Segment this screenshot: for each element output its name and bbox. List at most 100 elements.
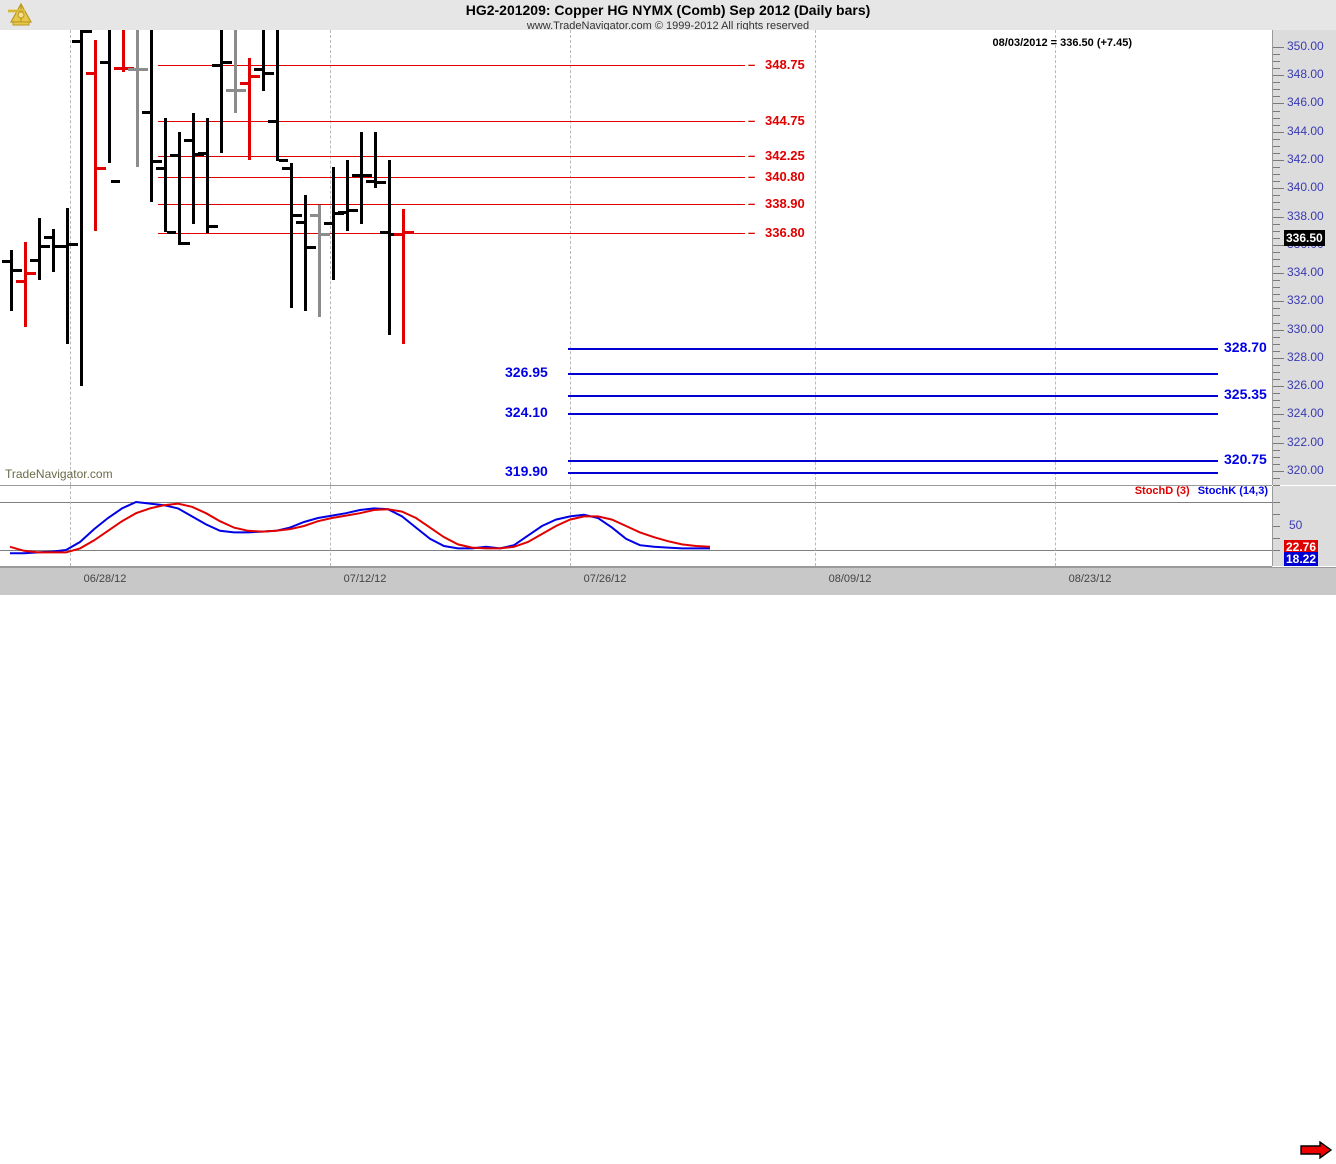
open-tick bbox=[170, 154, 179, 158]
price-axis-minor-tick bbox=[1273, 174, 1280, 176]
price-axis-label: 338.00 bbox=[1287, 208, 1324, 223]
price-axis-minor-tick bbox=[1273, 343, 1280, 345]
price-axis-tick bbox=[1273, 442, 1284, 444]
support-label: 325.35 bbox=[1224, 386, 1267, 403]
price-axis-minor-tick bbox=[1273, 202, 1280, 204]
chart-header: HG2-201209: Copper HG NYMX (Comb) Sep 20… bbox=[0, 0, 1336, 32]
stochastic-legend: StochD (3) StochK (14,3) bbox=[1135, 485, 1268, 497]
legend-stochk-label: StochK (14,3) bbox=[1197, 485, 1268, 497]
support-line[interactable] bbox=[568, 412, 1218, 415]
close-tick bbox=[111, 179, 120, 183]
stochastic-axis[interactable]: 50 22.76 18.22 bbox=[1272, 486, 1336, 566]
close-tick bbox=[251, 75, 260, 79]
price-axis-minor-tick bbox=[1273, 237, 1280, 239]
stochd-value-badge: 22.76 bbox=[1284, 539, 1319, 554]
price-axis-minor-tick bbox=[1273, 280, 1280, 282]
price-bar bbox=[122, 30, 125, 73]
date-axis[interactable]: 06/28/12 07/12/12 07/26/12 08/09/12 08/23/12 bbox=[0, 567, 1336, 1160]
price-bar bbox=[164, 117, 167, 233]
price-axis[interactable]: 350.00 348.00 346.00 344.00 342.00 340.00 338.… bbox=[1272, 30, 1336, 486]
price-axis-minor-tick bbox=[1273, 251, 1280, 253]
open-tick bbox=[296, 220, 305, 224]
price-bar bbox=[402, 209, 405, 344]
watermark-label: TradeNavigator.com bbox=[5, 467, 113, 481]
stochastic-axis-minor-tick bbox=[1273, 538, 1280, 539]
price-axis-tick bbox=[1273, 188, 1284, 190]
support-line[interactable] bbox=[568, 395, 1218, 398]
price-axis-label: 350.00 bbox=[1287, 38, 1324, 53]
price-axis-minor-tick bbox=[1273, 364, 1280, 366]
open-tick bbox=[282, 167, 291, 171]
resistance-line[interactable] bbox=[158, 176, 745, 178]
support-line[interactable] bbox=[568, 472, 1218, 475]
stochk-value-badge: 18.22 bbox=[1284, 551, 1319, 566]
open-tick bbox=[86, 72, 95, 76]
price-axis-tick bbox=[1273, 329, 1284, 331]
price-bar bbox=[192, 113, 195, 224]
price-axis-tick bbox=[1273, 244, 1284, 246]
price-axis-minor-tick bbox=[1273, 428, 1280, 430]
price-axis-minor-tick bbox=[1273, 82, 1280, 84]
price-axis-label: 328.00 bbox=[1287, 349, 1324, 364]
price-axis-label: 340.00 bbox=[1287, 180, 1324, 195]
price-axis-label: 320.00 bbox=[1287, 462, 1324, 477]
open-tick bbox=[352, 174, 361, 178]
open-tick bbox=[114, 66, 123, 70]
open-tick bbox=[240, 82, 249, 86]
stochastic-panel[interactable]: StochD (3) StochK (14,3) bbox=[0, 485, 1272, 567]
open-tick bbox=[338, 210, 347, 214]
support-label: 326.95 bbox=[505, 363, 548, 380]
resistance-line[interactable] bbox=[158, 64, 745, 66]
price-axis-minor-tick bbox=[1273, 195, 1280, 197]
resistance-line[interactable] bbox=[158, 203, 745, 205]
support-line[interactable] bbox=[568, 460, 1218, 463]
open-tick bbox=[310, 213, 319, 217]
price-axis-minor-tick bbox=[1273, 322, 1280, 324]
close-tick bbox=[265, 72, 274, 76]
resistance-line[interactable] bbox=[158, 156, 745, 158]
price-axis-minor-tick bbox=[1273, 350, 1280, 352]
close-tick bbox=[13, 268, 22, 272]
price-axis-minor-tick bbox=[1273, 336, 1280, 338]
stochastic-axis-minor-tick bbox=[1273, 550, 1280, 551]
price-axis-minor-tick bbox=[1273, 61, 1280, 63]
stochastic-plot-area[interactable] bbox=[0, 486, 1272, 566]
legend-stochd-label: StochD (3) bbox=[1134, 485, 1190, 497]
price-axis-minor-tick bbox=[1273, 449, 1280, 451]
close-tick bbox=[349, 209, 358, 213]
price-axis-minor-tick bbox=[1273, 124, 1280, 126]
price-bar bbox=[52, 229, 55, 272]
resistance-line[interactable] bbox=[158, 233, 745, 235]
close-tick bbox=[223, 61, 232, 65]
price-axis-tick bbox=[1273, 386, 1284, 388]
vertical-gridline bbox=[1055, 486, 1056, 566]
price-axis-tick bbox=[1273, 160, 1284, 161]
vertical-gridline bbox=[815, 30, 816, 485]
resistance-dash-icon: – bbox=[748, 113, 756, 129]
price-axis-label: 330.00 bbox=[1287, 321, 1324, 336]
price-axis-label: 332.00 bbox=[1287, 293, 1324, 308]
support-line[interactable] bbox=[568, 372, 1218, 375]
open-tick bbox=[198, 151, 207, 155]
close-tick bbox=[377, 181, 386, 185]
open-tick bbox=[380, 230, 389, 234]
price-panel[interactable]: –348.75–344.75–342.25–340.80–338.90–336.… bbox=[0, 30, 1272, 486]
price-axis-tick bbox=[1273, 46, 1284, 48]
price-bar bbox=[38, 217, 41, 281]
resistance-line[interactable] bbox=[158, 121, 745, 123]
support-label: 324.10 bbox=[505, 403, 548, 420]
open-tick bbox=[324, 222, 333, 226]
support-line[interactable] bbox=[568, 347, 1218, 350]
close-tick bbox=[69, 243, 78, 247]
open-tick bbox=[366, 179, 375, 183]
resistance-dash-icon: – bbox=[748, 195, 756, 211]
price-axis-tick bbox=[1273, 273, 1284, 275]
price-plot-area[interactable]: –348.75–344.75–342.25–340.80–338.90–336.… bbox=[0, 30, 1272, 485]
vertical-gridline bbox=[70, 30, 71, 485]
price-axis-label: 324.00 bbox=[1287, 406, 1324, 421]
price-axis-minor-tick bbox=[1273, 421, 1280, 423]
open-tick bbox=[100, 61, 109, 65]
sextant-logo-icon bbox=[4, 2, 38, 28]
vertical-gridline bbox=[70, 486, 71, 566]
